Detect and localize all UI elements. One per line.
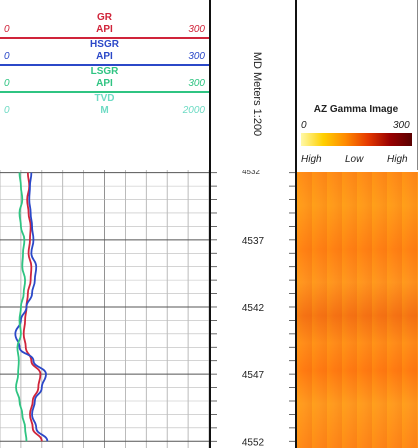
curve-track [0,170,209,448]
image-header-panel: AZ Gamma Image 0 300 High Low High [297,0,418,170]
series-line-lsgr [15,172,28,442]
depth-axis: 4532 4537 4542 4547 4552 [211,170,295,448]
curve-name-tvd: TVD [94,93,115,104]
curve-min-gr: 0 [4,24,10,35]
curve-unit-tvd: M [100,105,109,116]
color-scale-bar [301,133,412,146]
depth-label-4542: 4542 [242,303,265,314]
image-title: AZ Gamma Image [313,104,399,115]
curve-lines [14,172,49,442]
curve-scale-line-hsgr [0,64,209,66]
depth-label-top: 4532 [242,170,260,176]
scale-label-mid: Low [345,154,364,165]
depth-label-4552: 4552 [242,437,265,448]
depth-scale-text: MD Meters 1:200 [251,51,263,137]
scale-label-right: High [387,154,408,165]
curve-name-lsgr: LSGR [90,66,119,77]
curve-max-tvd: 2000 [182,105,205,116]
curve-name-hsgr: HSGR [90,39,119,50]
curve-min-tvd: 0 [4,105,10,116]
curve-max-gr: 300 [188,24,205,35]
scale-min: 0 [301,120,307,131]
curve-unit-gr: API [96,24,113,35]
curve-min-lsgr: 0 [4,78,10,89]
curve-name-gr: GR [97,12,112,23]
curve-max-lsgr: 300 [188,78,205,89]
depth-scale-label: MD Meters 1:200 [247,38,263,158]
curve-max-hsgr: 300 [188,51,205,62]
curve-grid [0,170,209,448]
curve-unit-lsgr: API [96,78,113,89]
depth-label-4537: 4537 [242,236,265,247]
depth-track: MD Meters 1:200 4532 4537 4542 4547 4552 [209,0,297,448]
curve-unit-hsgr: API [96,51,113,62]
az-gamma-image [297,172,418,448]
scale-label-left: High [301,154,322,165]
curve-header-panel: GR API 0 300 HSGR API 0 300 LSGR API 0 300 TVD M 0 2000 [0,0,209,170]
depth-label-4547: 4547 [242,370,265,381]
curve-min-hsgr: 0 [4,51,10,62]
series-line-hsgr [14,172,49,442]
curve-scale-line-lsgr [0,91,209,93]
curve-scale-line-gr [0,37,209,39]
scale-max: 300 [393,120,410,131]
